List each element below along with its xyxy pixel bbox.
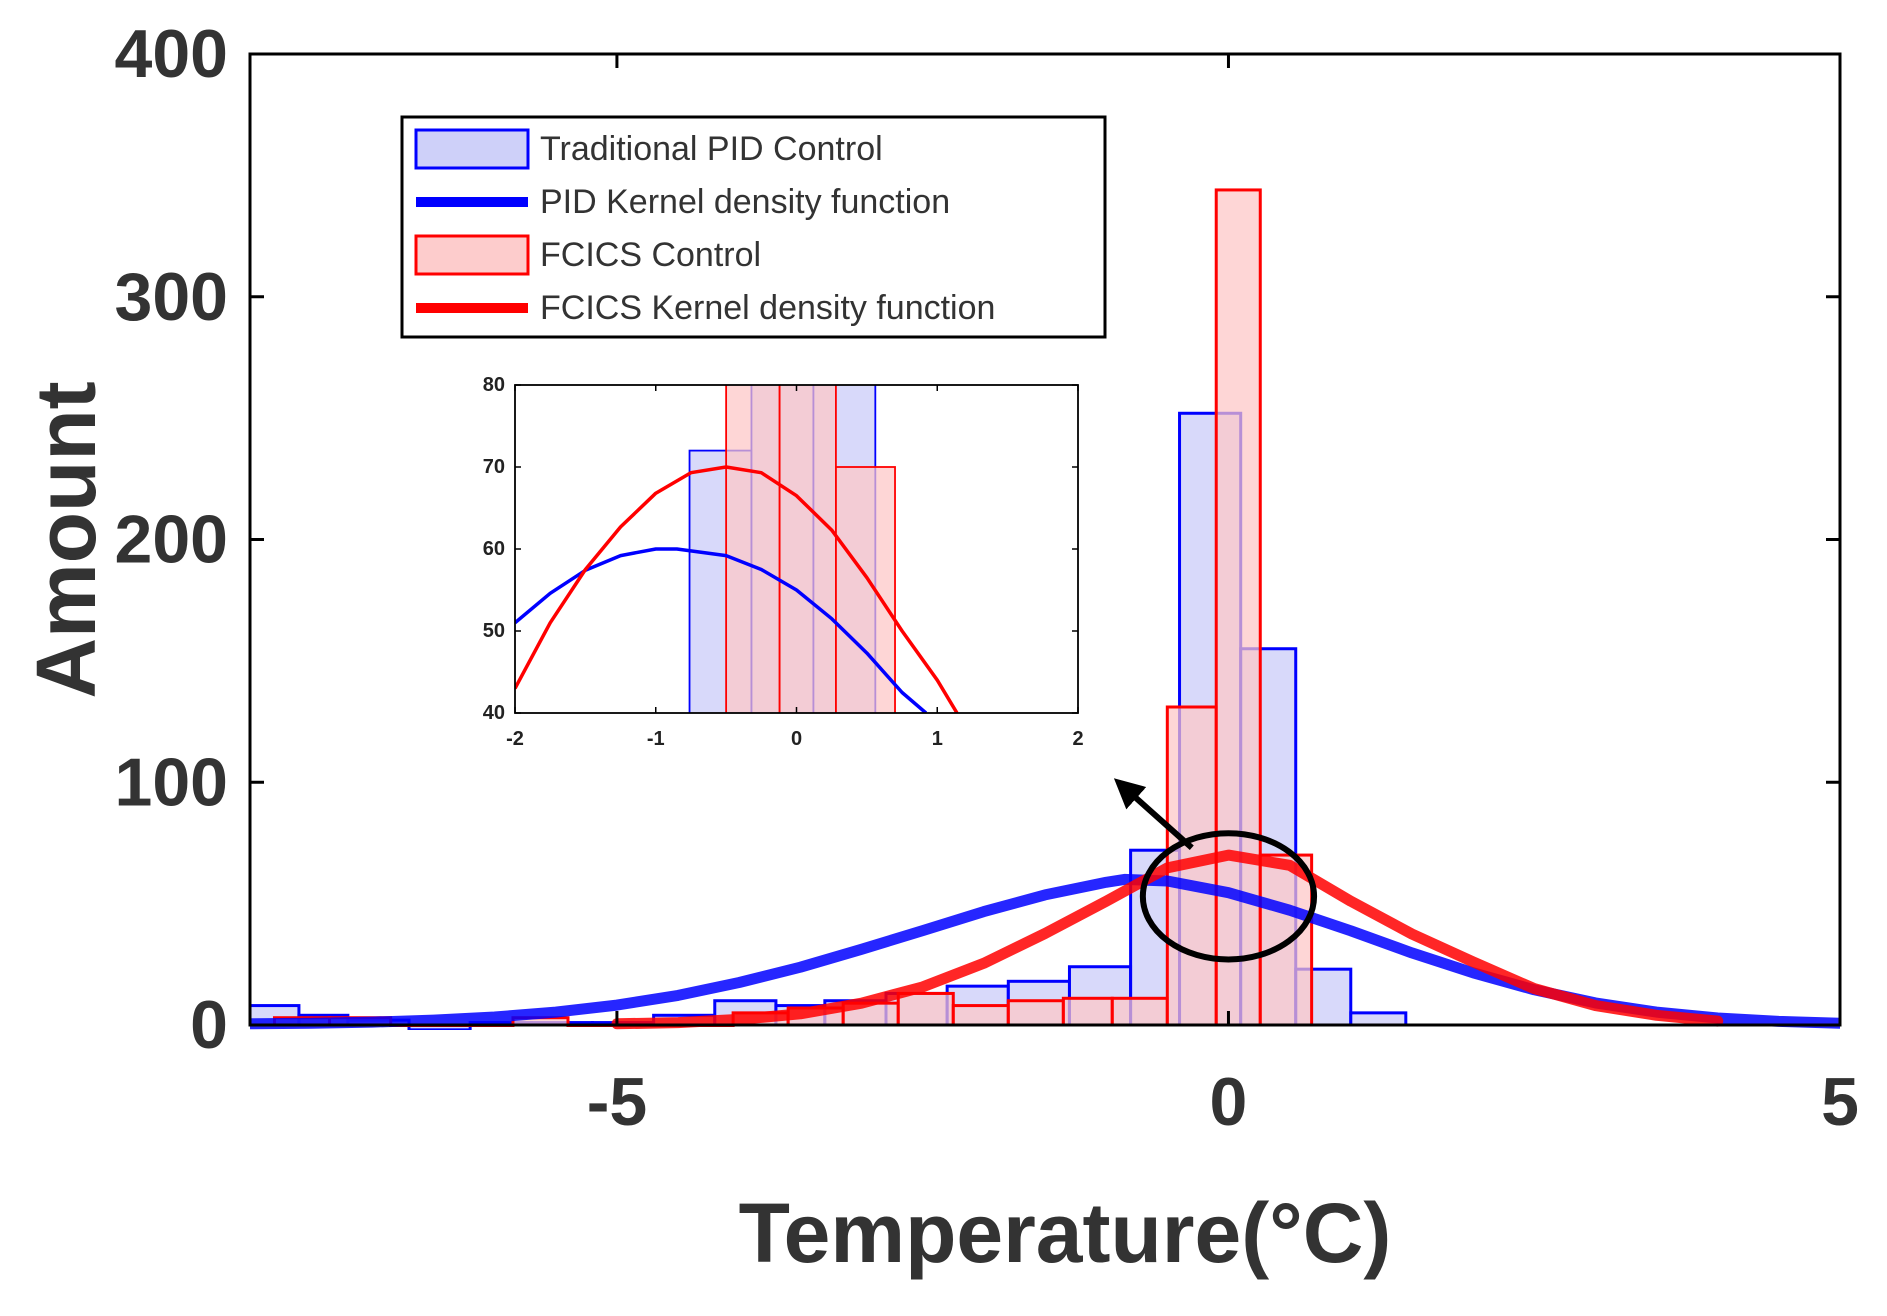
legend-item-2: FCICS Control bbox=[414, 234, 761, 276]
inset-x-tick-label: 2 bbox=[1072, 728, 1083, 750]
inset-x-tick-label: -1 bbox=[647, 728, 665, 750]
inset-y-tick-label: 60 bbox=[483, 538, 505, 560]
inset-histogram-fcics bbox=[725, 385, 896, 713]
x-tick-label: 0 bbox=[1210, 1064, 1248, 1140]
inset-fcics-bar-2 bbox=[835, 466, 896, 713]
zoom-arrow bbox=[1113, 778, 1194, 851]
inset-y-tick-label: 80 bbox=[483, 374, 505, 396]
legend: Traditional PID Control PID Kernel densit… bbox=[400, 115, 1107, 339]
y-tick-label: 100 bbox=[115, 744, 228, 820]
fcics-bar-15 bbox=[1110, 996, 1169, 1027]
inset-fcics-bar-1 bbox=[778, 385, 837, 713]
inset-y-tick-label: 70 bbox=[483, 456, 505, 478]
inset-fcics-bar-0 bbox=[725, 385, 781, 713]
y-tick-label: 200 bbox=[115, 502, 228, 578]
x-tick-label: -5 bbox=[587, 1064, 647, 1140]
x-axis: -5 0 5 bbox=[587, 54, 1859, 1140]
y-axis-title: Amount bbox=[19, 381, 113, 698]
inset-x-tick-label: 0 bbox=[791, 728, 802, 750]
legend-item-1: PID Kernel density function bbox=[416, 183, 950, 221]
inset-plot: 40 50 60 70 80 -2 -1 0 1 2 bbox=[483, 374, 1084, 750]
legend-label: PID Kernel density function bbox=[540, 183, 950, 221]
legend-item-0: Traditional PID Control bbox=[414, 128, 883, 170]
fcics-bar-13 bbox=[1006, 999, 1065, 1027]
inset-x-tick-label: -2 bbox=[506, 728, 524, 750]
fcics-bar-14 bbox=[1061, 996, 1114, 1027]
y-tick-label: 400 bbox=[115, 16, 228, 92]
fcics-kde-curve bbox=[611, 849, 1724, 1030]
inset-fcics-kde-curve bbox=[515, 465, 959, 713]
legend-swatch-patch bbox=[414, 128, 530, 170]
y-tick-label: 300 bbox=[115, 259, 228, 335]
legend-label: FCICS Kernel density function bbox=[540, 289, 995, 327]
inset-y-tick-label: 40 bbox=[483, 702, 505, 724]
fcics-bar-17 bbox=[1214, 188, 1262, 1027]
fcics-bar-12 bbox=[951, 1004, 1010, 1027]
legend-item-3: FCICS Kernel density function bbox=[416, 289, 995, 327]
legend-swatch-patch bbox=[414, 234, 530, 276]
inset-y-tick-label: 50 bbox=[483, 620, 505, 642]
y-tick-label: 0 bbox=[190, 987, 228, 1063]
pid-bar-19 bbox=[1349, 1011, 1408, 1027]
fcics-bar-11 bbox=[896, 991, 955, 1027]
inset-plot-area bbox=[515, 385, 959, 713]
legend-label: FCICS Control bbox=[540, 236, 761, 274]
highlight-ellipse bbox=[1139, 830, 1318, 963]
x-tick-label: 5 bbox=[1821, 1064, 1859, 1140]
legend-label: Traditional PID Control bbox=[540, 130, 883, 168]
inset-x-tick-label: 1 bbox=[932, 728, 943, 750]
x-axis-title: Temperature(°C) bbox=[739, 1186, 1392, 1280]
